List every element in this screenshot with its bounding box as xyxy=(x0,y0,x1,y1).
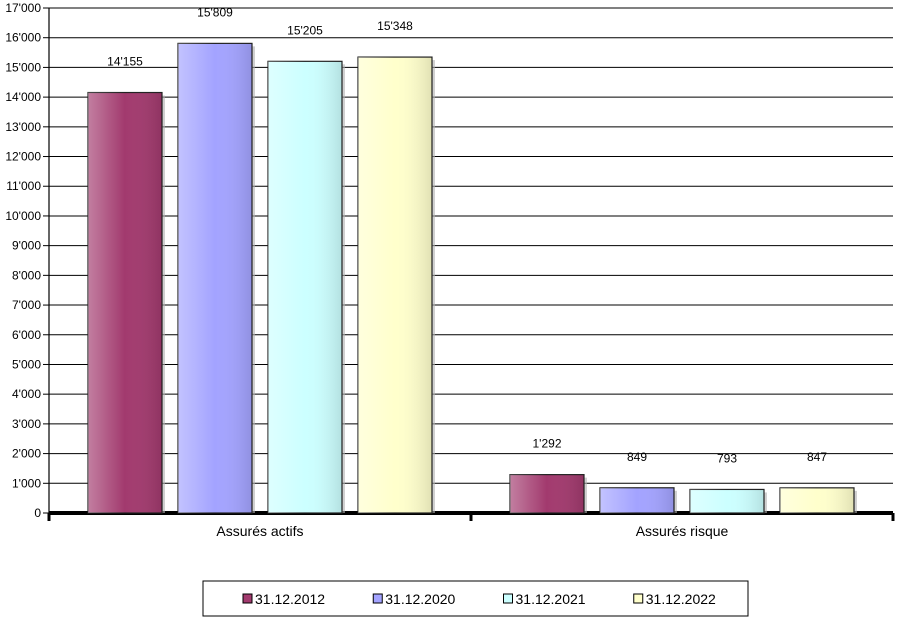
y-tick-label: 17'000 xyxy=(5,1,41,15)
y-tick-label: 12'000 xyxy=(5,150,41,164)
bar-highlight xyxy=(178,43,252,514)
legend-label: 31.12.2012 xyxy=(255,591,325,607)
legend-label: 31.12.2022 xyxy=(646,591,716,607)
data-label: 15'809 xyxy=(197,5,233,19)
legend-swatch xyxy=(242,593,253,604)
y-tick-label: 10'000 xyxy=(5,209,41,223)
y-tick-label: 0 xyxy=(34,506,41,520)
data-label: 14'155 xyxy=(107,55,143,69)
legend-swatch xyxy=(633,593,644,604)
bar-highlight xyxy=(510,474,584,513)
bar-highlight xyxy=(268,61,342,514)
y-tick-label: 4'000 xyxy=(12,387,41,401)
y-tick-label: 8'000 xyxy=(12,268,41,282)
x-category-label: Assurés risque xyxy=(636,523,729,539)
legend: 31.12.2012 31.12.2020 31.12.2021 31.12.2022 xyxy=(202,580,749,617)
data-label: 15'348 xyxy=(377,19,413,33)
x-category-label: Assurés actifs xyxy=(216,523,303,539)
y-tick-label: 7'000 xyxy=(12,298,41,312)
y-tick-label: 13'000 xyxy=(5,120,41,134)
bar-highlight xyxy=(780,487,854,513)
legend-swatch xyxy=(503,593,513,604)
data-label: 849 xyxy=(627,450,647,464)
y-tick-label: 9'000 xyxy=(12,239,41,253)
legend-label: 31.12.2021 xyxy=(516,591,586,607)
legend-swatch xyxy=(372,593,383,604)
y-tick-label: 15'000 xyxy=(5,60,41,74)
bars xyxy=(87,42,857,514)
y-tick-label: 1'000 xyxy=(12,476,41,490)
legend-box xyxy=(202,580,749,617)
data-label: 15'205 xyxy=(287,23,323,37)
y-tick-label: 11'000 xyxy=(6,179,41,193)
bar-highlight xyxy=(358,57,432,513)
gridlines xyxy=(49,7,893,484)
data-labels: 14'155 15'809 15'205 15'348 1'292 849 793 847 xyxy=(107,5,827,465)
y-tick-label: 2'000 xyxy=(12,447,41,461)
y-tick-label: 14'000 xyxy=(5,90,41,104)
y-tick-label: 5'000 xyxy=(12,357,41,371)
bar-highlight xyxy=(600,487,674,513)
y-tick-label: 16'000 xyxy=(5,31,41,45)
bar-highlight xyxy=(690,489,764,513)
legend-label: 31.12.2020 xyxy=(385,591,455,607)
y-tick-label: 6'000 xyxy=(12,328,41,342)
data-label: 847 xyxy=(807,450,827,464)
bar-highlight xyxy=(88,92,162,513)
data-label: 1'292 xyxy=(533,437,562,451)
y-tick-label: 3'000 xyxy=(12,417,41,431)
data-label: 793 xyxy=(717,451,737,465)
